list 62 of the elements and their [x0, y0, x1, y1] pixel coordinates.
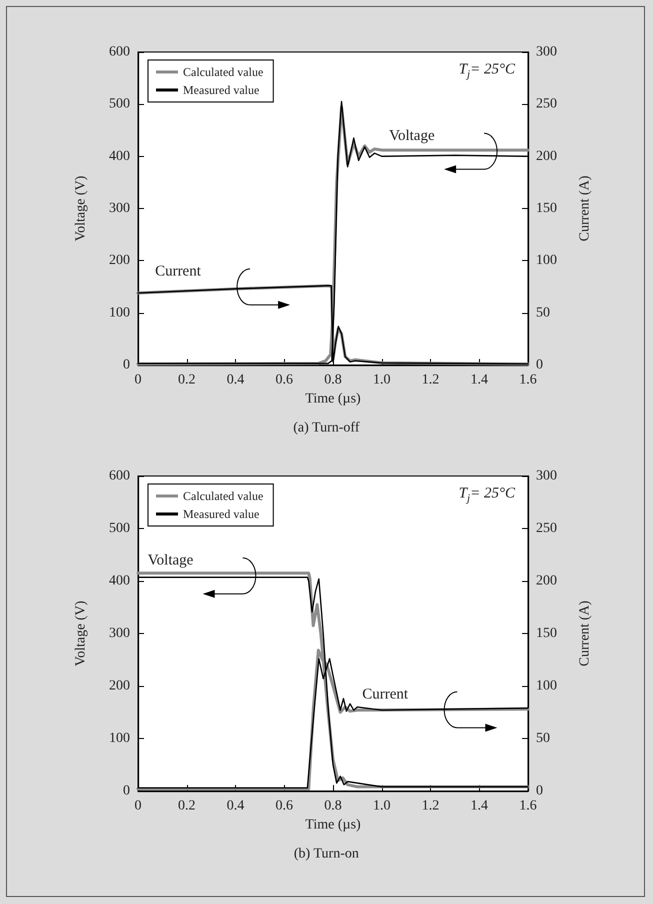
y2-tick-label: 200: [536, 574, 557, 588]
y2-tick-label: 250: [536, 521, 557, 536]
legend-label: Measured value: [183, 83, 260, 97]
y-axis-title: Voltage (V): [74, 175, 88, 242]
legend-label: Calculated value: [183, 65, 264, 79]
y-tick-label: 300: [109, 201, 130, 216]
y-tick-label: 0: [123, 358, 130, 372]
x-tick-label: 1.2: [422, 798, 440, 814]
y2-tick-label: 300: [536, 44, 557, 60]
y-tick-label: 600: [109, 468, 130, 484]
x-tick-label: 1.6: [519, 798, 537, 814]
x-axis-title: Time (µs): [305, 817, 362, 832]
x-tick-label: 1.2: [422, 372, 440, 388]
y2-axis-title: Current (A): [578, 600, 592, 666]
x-tick-label: 0.4: [226, 798, 244, 814]
x-tick-label: 0: [134, 798, 142, 814]
text: (a) Turn-off: [293, 420, 360, 436]
y-tick-label: 0: [123, 784, 130, 798]
y2-axis-title: Current (A): [578, 175, 592, 242]
annotation: Current: [362, 686, 409, 702]
x-tick-label: 0.8: [324, 798, 342, 814]
y2-tick-label: 50: [536, 305, 550, 320]
x-tick-label: 0.2: [178, 372, 196, 388]
y-tick-label: 400: [109, 574, 130, 588]
annotation: Voltage: [389, 128, 435, 144]
y-tick-label: 600: [109, 44, 130, 60]
x-axis-title: Time (µs): [305, 391, 362, 406]
y-tick-label: 200: [109, 678, 130, 694]
text: (b) Turn-on: [294, 846, 359, 862]
y-tick-label: 100: [109, 305, 130, 320]
legend-label: Calculated value: [183, 489, 264, 503]
annotation: Current: [155, 263, 202, 280]
x-tick-label: 1.0: [373, 798, 390, 814]
x-tick-label: 0.8: [324, 372, 342, 388]
y2-tick-label: 150: [536, 201, 557, 216]
y2-tick-label: 0: [536, 784, 543, 798]
legend-label: Measured value: [183, 507, 260, 521]
x-tick-label: 0.2: [178, 798, 196, 814]
y2-tick-label: 150: [536, 626, 557, 641]
y2-tick-label: 0: [536, 358, 543, 372]
x-tick-label: 0.4: [226, 372, 244, 388]
y-tick-label: 500: [109, 521, 130, 536]
x-tick-label: 1.6: [519, 372, 537, 388]
y-tick-label: 200: [109, 253, 130, 268]
annotation: Voltage: [148, 552, 194, 568]
y2-tick-label: 100: [536, 678, 557, 694]
y-tick-label: 100: [109, 731, 130, 746]
y-axis-title: Voltage (V): [74, 600, 88, 666]
y-tick-label: 300: [109, 626, 130, 641]
y2-tick-label: 300: [536, 468, 557, 484]
y2-tick-label: 50: [536, 731, 550, 746]
y-tick-label: 400: [109, 148, 130, 164]
y-tick-label: 500: [109, 96, 130, 112]
x-tick-label: 0.6: [276, 798, 293, 814]
x-tick-label: 1.4: [470, 798, 488, 814]
x-tick-label: 1.4: [470, 372, 488, 388]
y2-tick-label: 250: [536, 96, 557, 112]
x-tick-label: 1.0: [373, 372, 390, 388]
y2-tick-label: 100: [536, 253, 557, 268]
x-tick-label: 0.6: [276, 372, 293, 388]
x-tick-label: 0: [134, 372, 142, 388]
y2-tick-label: 200: [536, 148, 557, 164]
